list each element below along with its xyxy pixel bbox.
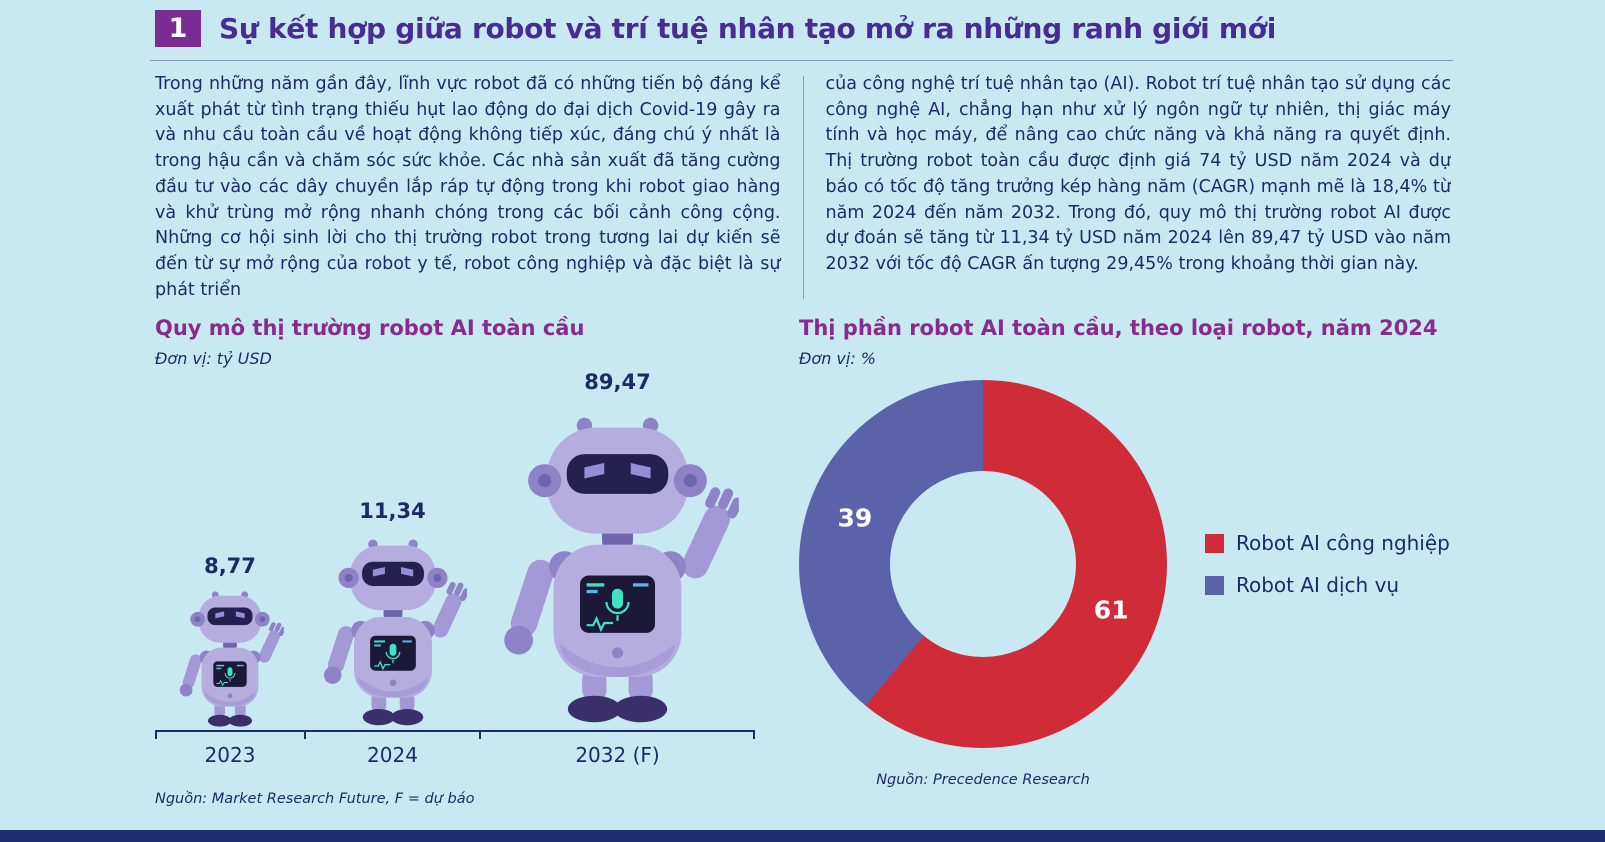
legend-swatch-industrial <box>1205 533 1224 553</box>
x-tick-label-2024: 2024 <box>367 743 418 767</box>
market-share-chart: Thị phần robot AI toàn cầu, theo loại ro… <box>755 316 1455 807</box>
legend-label-service: Robot AI dịch vụ <box>1236 573 1400 597</box>
robot-chart-source: Nguồn: Market Research Future, F = dự bá… <box>155 791 475 807</box>
donut-legend: Robot AI công nghiệp Robot AI dịch vụ <box>1205 531 1450 597</box>
charts-row: Quy mô thị trường robot AI toàn cầu Đơn … <box>155 316 1455 807</box>
x-tick-label-2032: 2032 (F) <box>575 743 660 767</box>
robot-bar-2023: 8,77 <box>176 554 284 730</box>
legend-item-service: Robot AI dịch vụ <box>1205 573 1450 597</box>
axis-tick <box>304 732 306 739</box>
slice-label-1: 39 <box>837 503 873 533</box>
axis-tick <box>479 732 482 739</box>
robot-chart-title: Quy mô thị trường robot AI toàn cầu <box>155 316 585 340</box>
value-label-2032: 89,47 <box>584 370 651 394</box>
header-rule <box>150 60 1453 61</box>
robot-bar-2032: 89,47 <box>496 370 739 730</box>
donut-chart-unit: Đơn vị: % <box>799 349 877 368</box>
legend-label-industrial: Robot AI công nghiệp <box>1236 531 1450 555</box>
donut-chart-title: Thị phần robot AI toàn cầu, theo loại ro… <box>799 316 1438 340</box>
section-number-badge: 1 <box>155 10 201 47</box>
footer-bar <box>0 830 1605 842</box>
section-header: 1 Sự kết hợp giữa robot và trí tuệ nhân … <box>155 10 1276 47</box>
article-column-left: Trong những năm gần đây, lĩnh vực robot … <box>155 74 781 300</box>
robot-chart-unit: Đơn vị: tỷ USD <box>155 349 272 368</box>
page-title: Sự kết hợp giữa robot và trí tuệ nhân tạ… <box>219 12 1277 45</box>
slice-label-0: 61 <box>1093 595 1129 625</box>
donut-hole <box>890 471 1076 657</box>
robot-icon-small <box>176 583 284 730</box>
x-axis-line <box>155 730 755 741</box>
axis-tick <box>155 732 157 739</box>
robot-icon-large <box>496 399 739 730</box>
robot-bar-2024: 11,34 <box>319 499 467 730</box>
donut-chart: 61 39 <box>799 380 1167 748</box>
column-divider <box>802 76 804 300</box>
legend-swatch-service <box>1205 575 1224 595</box>
robot-pictogram-grid: 8,77 11,34 89,47 2023 2024 2032 (F) <box>155 370 755 767</box>
axis-tick <box>753 732 755 739</box>
legend-item-industrial: Robot AI công nghiệp <box>1205 531 1450 555</box>
article-column-right: của công nghệ trí tuệ nhân tạo (AI). Rob… <box>825 74 1452 275</box>
robot-icon-medium <box>319 528 467 730</box>
value-label-2024: 11,34 <box>359 499 426 523</box>
x-tick-label-2023: 2023 <box>204 743 256 767</box>
donut-row: 61 39 Robot AI công nghiệp Robot AI dịch… <box>799 380 1455 748</box>
donut-chart-source: Nguồn: Precedence Research <box>876 772 1090 788</box>
robot-market-chart: Quy mô thị trường robot AI toàn cầu Đơn … <box>155 316 755 807</box>
value-label-2023: 8,77 <box>204 554 256 578</box>
article: Trong những năm gần đây, lĩnh vực robot … <box>155 72 1451 303</box>
